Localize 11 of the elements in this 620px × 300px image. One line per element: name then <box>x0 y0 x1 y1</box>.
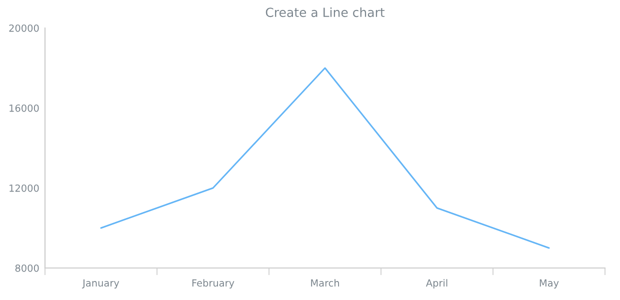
line-series <box>100 67 550 249</box>
y-tick-label: 8000 <box>15 264 39 272</box>
x-tick-label: March <box>311 279 339 287</box>
x-tick-label: May <box>540 279 559 289</box>
y-tick-label: 16000 <box>10 104 39 112</box>
x-tick-label: April <box>426 279 448 289</box>
chart-title: Create a Line chart <box>266 7 385 18</box>
x-tick-label: January <box>82 279 120 289</box>
x-tick-label: February <box>192 279 234 289</box>
y-tick-label: 20000 <box>9 24 39 32</box>
y-tick-label: 12000 <box>10 184 39 192</box>
